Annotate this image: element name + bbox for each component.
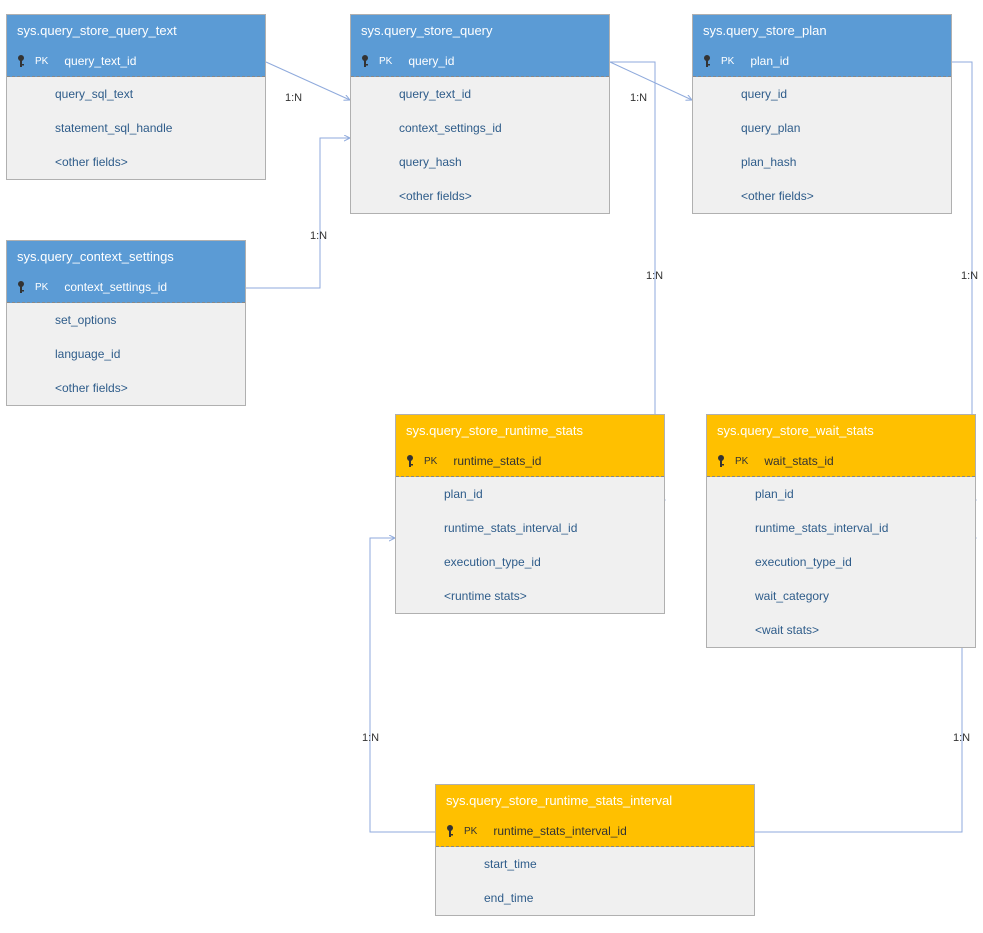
field-row: query_sql_text xyxy=(7,77,265,111)
field-row: query_text_id xyxy=(351,77,609,111)
field-row: query_plan xyxy=(693,111,951,145)
field-row: plan_id xyxy=(396,477,664,511)
table-query: sys.query_store_query PK query_id query_… xyxy=(350,14,610,214)
field-row: query_id xyxy=(693,77,951,111)
pk-field: context_settings_id xyxy=(64,280,167,294)
pk-label: PK xyxy=(424,456,437,467)
field-row: wait_category xyxy=(707,579,975,613)
field-row: plan_id xyxy=(707,477,975,511)
field-row: <other fields> xyxy=(693,179,951,213)
pk-field: runtime_stats_interval_id xyxy=(493,824,626,838)
cardinality-label: 1:N xyxy=(646,270,663,282)
pk-field: query_text_id xyxy=(64,54,136,68)
cardinality-label: 1:N xyxy=(285,92,302,104)
field-row: end_time xyxy=(436,881,754,915)
key-icon xyxy=(406,454,418,468)
pk-label: PK xyxy=(35,282,48,293)
field-row: runtime_stats_interval_id xyxy=(707,511,975,545)
key-icon xyxy=(703,54,715,68)
table-runtime: sys.query_store_runtime_stats PK runtime… xyxy=(395,414,665,614)
field-row: language_id xyxy=(7,337,245,371)
field-row: <runtime stats> xyxy=(396,579,664,613)
pk-label: PK xyxy=(735,456,748,467)
field-row: runtime_stats_interval_id xyxy=(396,511,664,545)
key-icon xyxy=(361,54,373,68)
field-row: execution_type_id xyxy=(707,545,975,579)
cardinality-label: 1:N xyxy=(310,230,327,242)
pk-field: wait_stats_id xyxy=(764,454,833,468)
table-wait: sys.query_store_wait_stats PK wait_stats… xyxy=(706,414,976,648)
pk-row: PK runtime_stats_id xyxy=(396,446,664,477)
pk-label: PK xyxy=(464,826,477,837)
field-row: query_hash xyxy=(351,145,609,179)
table-title: sys.query_store_query xyxy=(351,15,609,46)
key-icon xyxy=(17,280,29,294)
field-row: plan_hash xyxy=(693,145,951,179)
table-title: sys.query_store_runtime_stats xyxy=(396,415,664,446)
table-plan: sys.query_store_plan PK plan_id query_id… xyxy=(692,14,952,214)
pk-row: PK wait_stats_id xyxy=(707,446,975,477)
pk-row: PK plan_id xyxy=(693,46,951,77)
field-row: execution_type_id xyxy=(396,545,664,579)
pk-field: query_id xyxy=(408,54,454,68)
table-interval: sys.query_store_runtime_stats_interval P… xyxy=(435,784,755,916)
field-row: start_time xyxy=(436,847,754,881)
table-context: sys.query_context_settings PK context_se… xyxy=(6,240,246,406)
pk-field: runtime_stats_id xyxy=(453,454,541,468)
table-query-text: sys.query_store_query_text PK query_text… xyxy=(6,14,266,180)
cardinality-label: 1:N xyxy=(362,732,379,744)
table-title: sys.query_context_settings xyxy=(7,241,245,272)
field-row: <other fields> xyxy=(7,371,245,405)
field-row: <other fields> xyxy=(351,179,609,213)
table-title: sys.query_store_query_text xyxy=(7,15,265,46)
key-icon xyxy=(17,54,29,68)
table-title: sys.query_store_wait_stats xyxy=(707,415,975,446)
field-row: <other fields> xyxy=(7,145,265,179)
field-row: set_options xyxy=(7,303,245,337)
field-row: context_settings_id xyxy=(351,111,609,145)
key-icon xyxy=(446,824,458,838)
pk-row: PK query_text_id xyxy=(7,46,265,77)
field-row: <wait stats> xyxy=(707,613,975,647)
pk-label: PK xyxy=(721,56,734,67)
table-title: sys.query_store_runtime_stats_interval xyxy=(436,785,754,816)
table-title: sys.query_store_plan xyxy=(693,15,951,46)
field-row: statement_sql_handle xyxy=(7,111,265,145)
cardinality-label: 1:N xyxy=(961,270,978,282)
cardinality-label: 1:N xyxy=(953,732,970,744)
pk-label: PK xyxy=(379,56,392,67)
pk-field: plan_id xyxy=(750,54,789,68)
pk-row: PK context_settings_id xyxy=(7,272,245,303)
pk-row: PK query_id xyxy=(351,46,609,77)
pk-label: PK xyxy=(35,56,48,67)
pk-row: PK runtime_stats_interval_id xyxy=(436,816,754,847)
key-icon xyxy=(717,454,729,468)
cardinality-label: 1:N xyxy=(630,92,647,104)
